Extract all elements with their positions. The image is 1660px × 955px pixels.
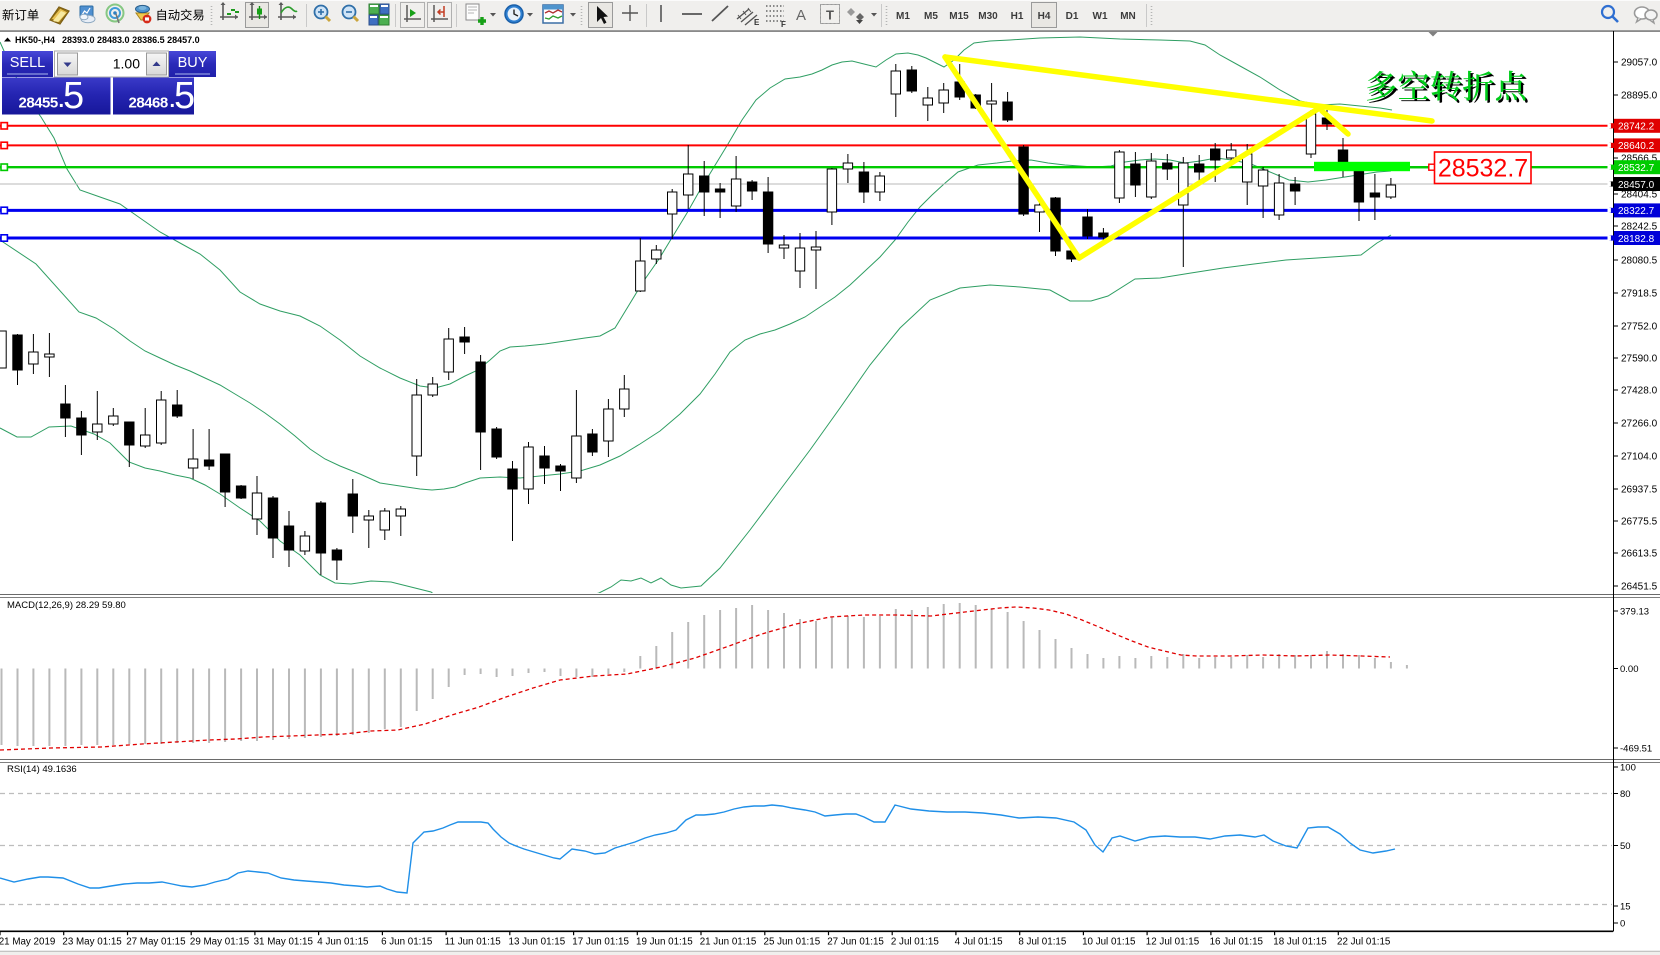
svg-text:25 Jun 01:15: 25 Jun 01:15 [764,936,821,947]
svg-text:28566.5: 28566.5 [1621,154,1658,165]
svg-text:BUY: BUY [178,55,208,71]
svg-text:28532.7: 28532.7 [1438,155,1528,183]
svg-text:19 Jun 01:15: 19 Jun 01:15 [636,936,693,947]
svg-text:28457.0: 28457.0 [1618,180,1655,191]
svg-text:H4: H4 [1038,11,1051,22]
svg-text:27918.5: 27918.5 [1621,289,1658,300]
svg-text:21 May 2019: 21 May 2019 [0,936,55,947]
svg-text:28455: 28455 [19,95,58,112]
svg-text:28895.0: 28895.0 [1621,91,1658,102]
svg-text:18 Jul 01:15: 18 Jul 01:15 [1273,936,1327,947]
svg-text:27 Jun 01:15: 27 Jun 01:15 [827,936,884,947]
svg-text:HK50-,H4: HK50-,H4 [15,35,55,45]
svg-text:27266.0: 27266.0 [1621,419,1658,430]
svg-text:5: 5 [63,75,84,117]
svg-text:26613.5: 26613.5 [1621,549,1658,560]
svg-text:28393.0 28483.0 28386.5 28457.: 28393.0 28483.0 28386.5 28457.0 [62,35,200,45]
svg-text:T: T [826,8,834,23]
svg-text:.: . [59,90,65,112]
svg-text:11 Jun 01:15: 11 Jun 01:15 [445,936,501,947]
svg-text:28468: 28468 [129,95,168,112]
svg-text:26451.5: 26451.5 [1621,582,1658,593]
svg-text:29057.0: 29057.0 [1621,58,1658,69]
svg-text:28640.2: 28640.2 [1618,141,1655,152]
svg-text:13 Jun 01:15: 13 Jun 01:15 [509,936,566,947]
svg-text:.: . [170,90,176,112]
svg-text:H1: H1 [1011,11,1024,22]
svg-text:D1: D1 [1066,11,1079,22]
svg-text:15: 15 [1620,902,1631,913]
svg-text:22 Jul 01:15: 22 Jul 01:15 [1337,936,1391,947]
svg-text:10 Jul 01:15: 10 Jul 01:15 [1082,936,1136,947]
svg-text:W1: W1 [1093,11,1108,22]
svg-text:8 Jul 01:15: 8 Jul 01:15 [1018,936,1066,947]
svg-text:50: 50 [1620,841,1631,852]
svg-text:4 Jul 01:15: 4 Jul 01:15 [955,936,1003,947]
svg-text:100: 100 [1620,763,1636,774]
svg-text:28742.2: 28742.2 [1618,122,1655,133]
svg-text:80: 80 [1620,789,1631,800]
svg-text:27752.0: 27752.0 [1621,322,1658,333]
svg-text:379.13: 379.13 [1620,607,1649,618]
svg-text:26775.5: 26775.5 [1621,517,1658,528]
svg-text:4 Jun 01:15: 4 Jun 01:15 [317,936,369,947]
svg-text:28080.5: 28080.5 [1621,256,1658,267]
svg-text:M15: M15 [949,11,969,22]
svg-text:23 May 01:15: 23 May 01:15 [62,936,122,947]
svg-text:SELL: SELL [10,55,45,71]
svg-text:1.00: 1.00 [113,56,140,72]
svg-text:29 May 01:15: 29 May 01:15 [190,936,250,947]
svg-text:16 Jul 01:15: 16 Jul 01:15 [1210,936,1264,947]
svg-text:0: 0 [1620,919,1625,930]
svg-text:M1: M1 [896,11,910,22]
svg-text:17 Jun 01:15: 17 Jun 01:15 [572,936,629,947]
svg-text:6 Jun 01:15: 6 Jun 01:15 [381,936,433,947]
svg-text:21 Jun 01:15: 21 Jun 01:15 [700,936,757,947]
svg-text:27 May 01:15: 27 May 01:15 [126,936,186,947]
svg-text:28404.5: 28404.5 [1621,190,1658,201]
svg-text:M5: M5 [924,11,938,22]
svg-text:31 May 01:15: 31 May 01:15 [254,936,314,947]
svg-text:28322.7: 28322.7 [1618,206,1655,217]
svg-text:27104.0: 27104.0 [1621,452,1658,463]
svg-text:28182.8: 28182.8 [1618,234,1655,245]
svg-text:MN: MN [1120,11,1136,22]
svg-text:F: F [781,20,786,29]
svg-text:5: 5 [174,75,195,117]
svg-text:E: E [754,18,760,27]
svg-text:27590.0: 27590.0 [1621,354,1658,365]
svg-text:A: A [796,7,806,24]
svg-text:12 Jul 01:15: 12 Jul 01:15 [1146,936,1200,947]
svg-text:2 Jul 01:15: 2 Jul 01:15 [891,936,939,947]
svg-text:RSI(14) 49.1636: RSI(14) 49.1636 [7,764,77,775]
svg-text:0.00: 0.00 [1620,664,1639,675]
svg-text:MACD(12,26,9) 28.29 59.80: MACD(12,26,9) 28.29 59.80 [7,600,126,611]
svg-text:28532.7: 28532.7 [1618,163,1655,174]
svg-text:M30: M30 [978,11,998,22]
svg-text:-469.51: -469.51 [1620,744,1652,755]
svg-text:28242.5: 28242.5 [1621,222,1658,233]
svg-text:27428.0: 27428.0 [1621,386,1658,397]
svg-text:26937.5: 26937.5 [1621,485,1658,496]
